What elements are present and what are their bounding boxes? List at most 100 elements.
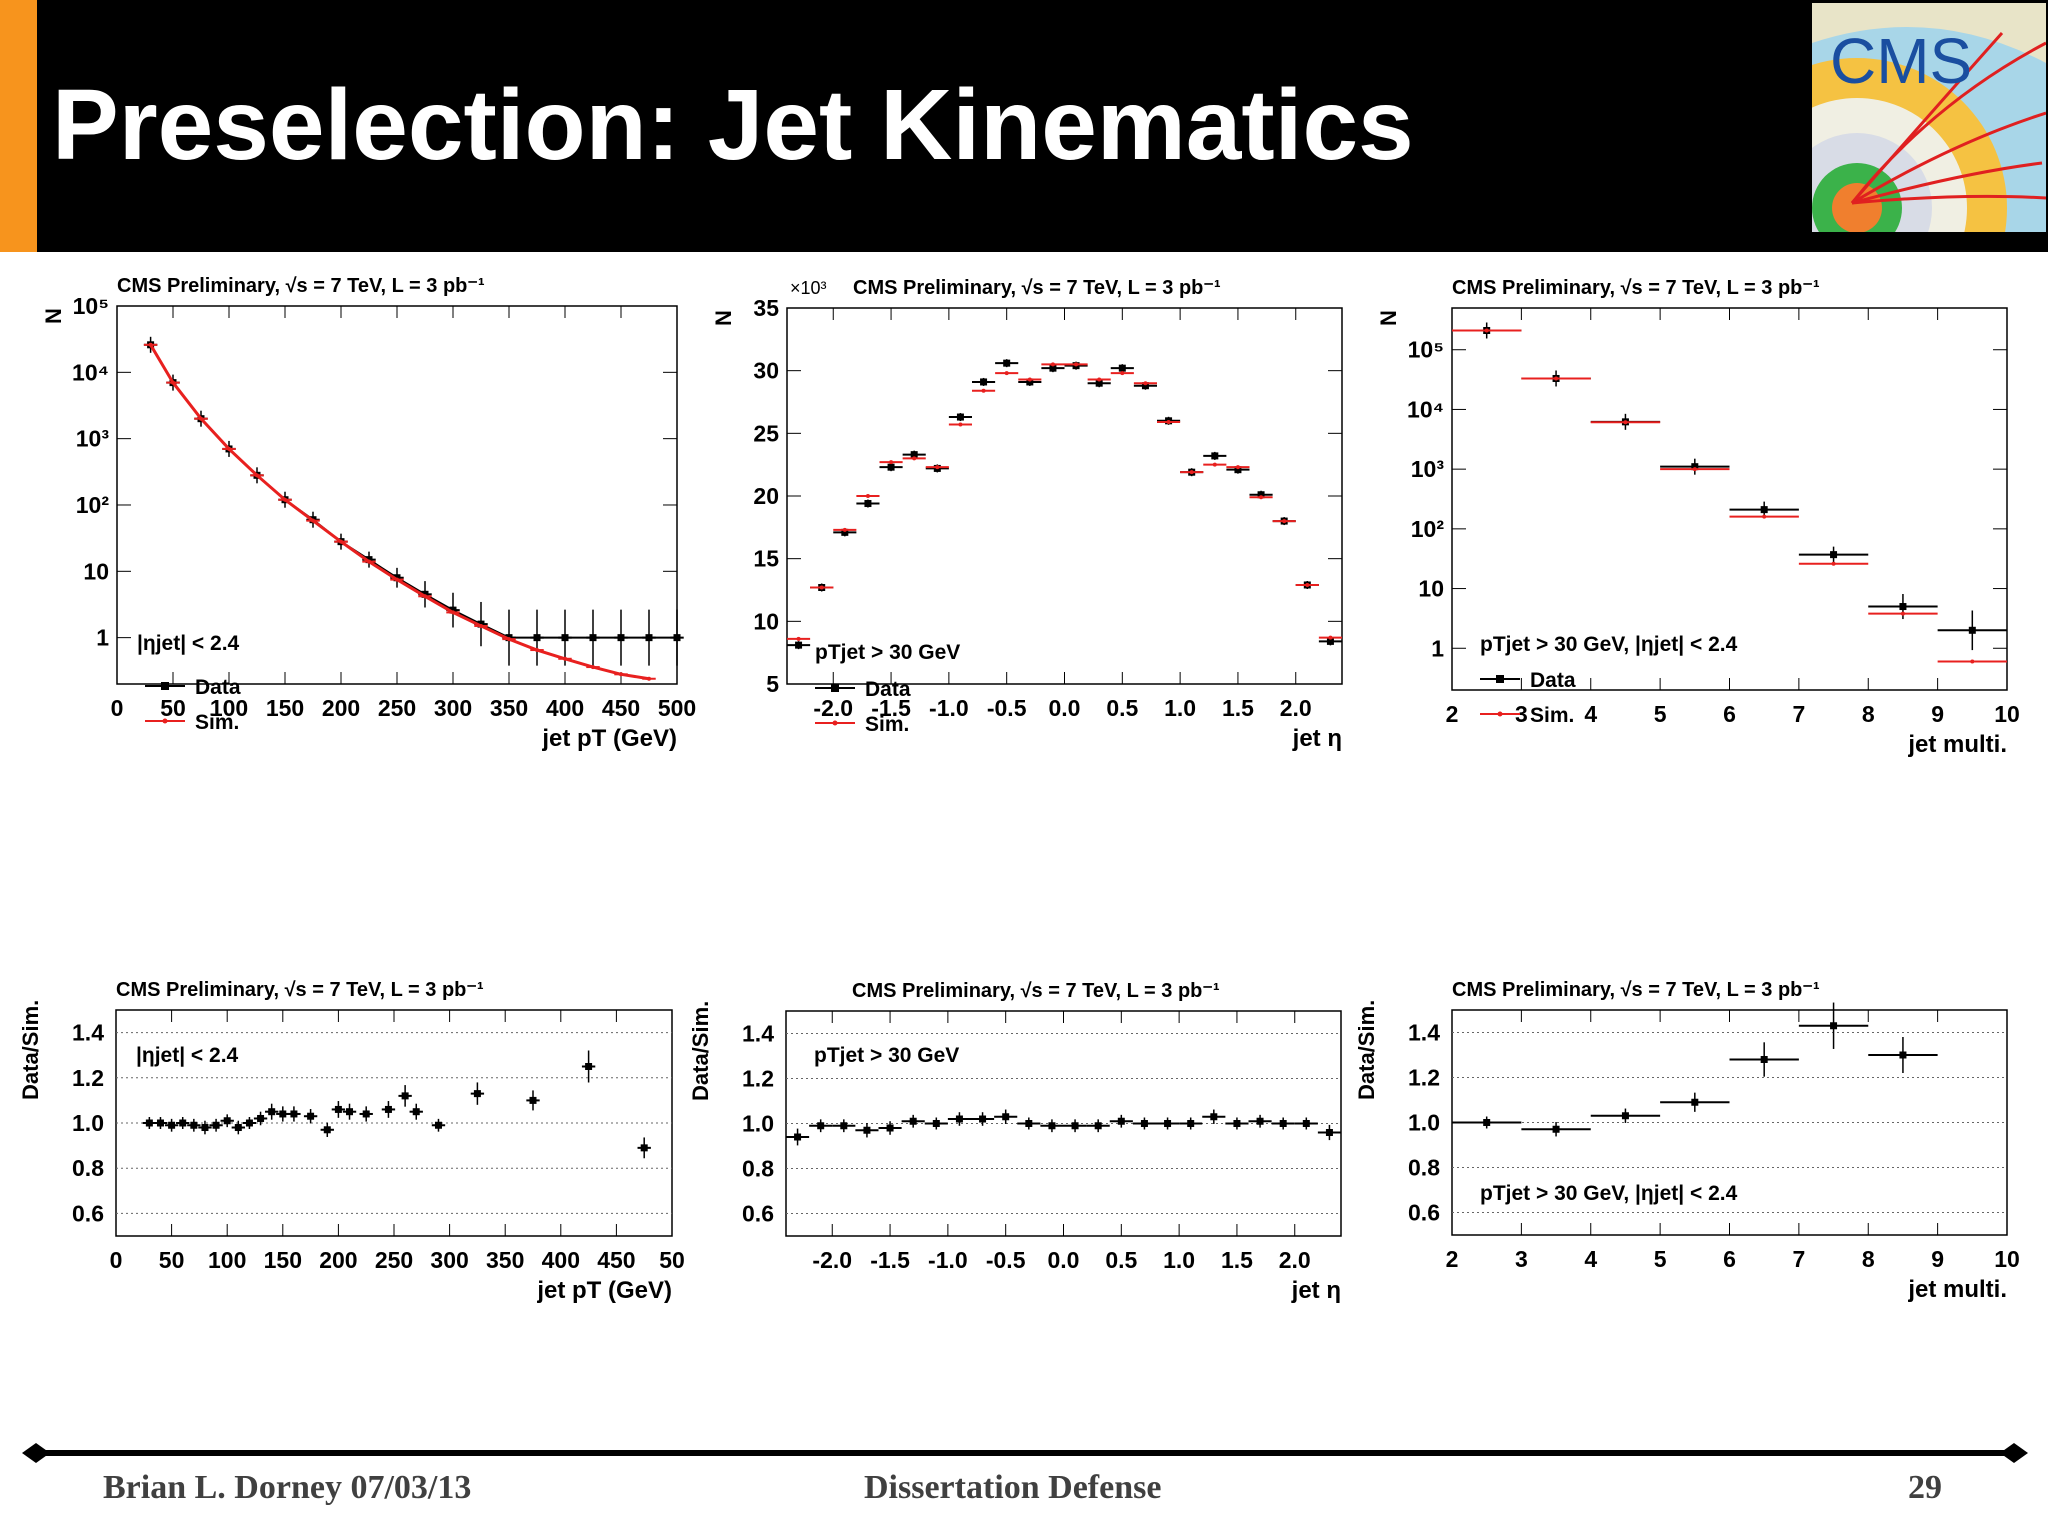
x-tick-label: 0.5	[1105, 1247, 1137, 1273]
y-tick-label: 30	[753, 358, 779, 384]
ratio-point	[1483, 1119, 1491, 1126]
cms-logo-text: CMS	[1830, 25, 1972, 97]
sim-point	[1235, 465, 1240, 470]
ratio-point	[156, 1119, 164, 1127]
y-tick-label: 10⁵	[73, 293, 109, 319]
x-tick-label: 2	[1446, 701, 1459, 727]
x-tick-label: -2.0	[812, 1247, 852, 1273]
y-tick-label: 1.2	[1408, 1065, 1440, 1091]
sim-point	[1762, 514, 1767, 519]
sim-point	[1259, 495, 1264, 500]
plot-frame	[1451, 1009, 2008, 1236]
x-axis-label: jet η	[1291, 1277, 1341, 1304]
ratio-point	[223, 1117, 231, 1125]
ratio-point	[529, 1096, 537, 1104]
ratio-point	[1279, 1120, 1287, 1127]
x-tick-label: 1.5	[1222, 695, 1254, 721]
y-axis-label: Data/Sim.	[18, 1000, 43, 1100]
x-axis-label: jet multi.	[1907, 1276, 2007, 1303]
y-tick-label: 1.2	[742, 1066, 774, 1092]
data-point	[1049, 364, 1057, 372]
x-tick-label: 450	[602, 695, 640, 721]
y-tick-label: 1.0	[1408, 1110, 1440, 1136]
y-tick-label: 0.8	[1408, 1155, 1440, 1181]
y-tick-label: 10	[753, 608, 779, 634]
y-tick-label: 1.4	[742, 1021, 774, 1047]
sim-point	[1212, 462, 1217, 467]
ratio-point	[886, 1124, 894, 1132]
sim-point	[1305, 582, 1310, 587]
x-tick-label: 7	[1792, 1246, 1805, 1272]
chart-title: CMS Preliminary, √s = 7 TeV, L = 3 pb⁻¹	[1452, 979, 1820, 1001]
slide-number: 29	[1908, 1469, 1942, 1506]
ratio-point	[1760, 1056, 1768, 1063]
data-point	[1026, 378, 1034, 386]
footer-event: Dissertation Defense	[864, 1469, 1162, 1506]
ratio-point	[794, 1133, 802, 1141]
ratio-point	[1071, 1122, 1079, 1130]
y-tick-label: 10⁵	[1408, 337, 1444, 363]
y-tick-label: 0.8	[72, 1155, 104, 1181]
y-tick-label: 15	[753, 546, 779, 572]
data-point	[1118, 364, 1126, 372]
y-tick-label: 10²	[76, 492, 110, 518]
legend-data-marker	[831, 684, 839, 692]
ratio-point	[334, 1105, 342, 1113]
ratio-point	[346, 1108, 354, 1116]
x-tick-label: -1.5	[870, 1247, 910, 1273]
chart-title: CMS Preliminary, √s = 7 TeV, L = 3 pb⁻¹	[116, 979, 484, 1001]
ratio-point	[1325, 1129, 1333, 1136]
y-tick-label: 10	[83, 558, 109, 584]
ratio-point	[290, 1110, 298, 1118]
sim-point	[1328, 635, 1333, 640]
sim-point	[1554, 376, 1559, 381]
x-tick-label: 1.0	[1163, 1247, 1195, 1273]
sim-point	[1282, 519, 1287, 524]
accent-stripe	[0, 0, 37, 252]
y-tick-label: 10⁴	[1407, 396, 1444, 422]
y-tick-label: 0.8	[742, 1156, 774, 1182]
x-tick-label: -1.5	[871, 695, 911, 721]
sim-point	[1027, 377, 1032, 382]
y-tick-label: 5	[766, 671, 779, 697]
chart-annotation: pTjet > 30 GeV, |ηjet| < 2.4	[1480, 633, 1738, 656]
sim-point	[1074, 362, 1079, 367]
sim-point	[1166, 420, 1171, 425]
data-point	[841, 528, 849, 536]
sim-point	[1900, 611, 1905, 616]
x-tick-label: 3	[1515, 1246, 1528, 1272]
sim-point	[1692, 467, 1697, 472]
sim-series	[787, 362, 1342, 641]
chart-annotation: pTjet > 30 GeV	[815, 641, 960, 664]
ratio-point	[168, 1121, 176, 1129]
x-tick-label: -2.0	[813, 695, 853, 721]
plot-frame	[116, 305, 678, 685]
x-tick-label: 2.0	[1279, 1247, 1311, 1273]
sim-point	[819, 585, 824, 590]
sim-point	[1484, 328, 1489, 333]
ratio-point	[585, 1063, 593, 1070]
ratio-point	[362, 1110, 370, 1118]
x-tick-label: 250	[375, 1247, 413, 1273]
data-point	[1234, 466, 1242, 474]
legend-sim-marker	[832, 720, 838, 726]
data-point	[1211, 452, 1219, 460]
x-tick-label: 3	[1515, 701, 1528, 727]
ratio-point	[1164, 1120, 1172, 1127]
x-tick-label: 10	[1994, 1246, 2020, 1272]
data-point	[1760, 506, 1768, 514]
data-point	[1003, 359, 1011, 367]
ratio-point	[817, 1122, 825, 1130]
sim-point	[1004, 371, 1009, 376]
x-tick-label: 4	[1584, 1246, 1597, 1272]
data-point	[1968, 626, 1976, 634]
y-tick-label: 1.4	[72, 1020, 104, 1046]
sim-point	[1050, 362, 1055, 367]
data-point	[1257, 491, 1265, 499]
legend-sim-label: Sim.	[865, 713, 909, 736]
legend-sim-label: Sim.	[1530, 704, 1574, 727]
x-axis-label: jet pT (GeV)	[536, 1277, 672, 1304]
ratio-point	[279, 1110, 287, 1118]
x-tick-label: 7	[1792, 701, 1805, 727]
x-tick-label: 350	[490, 695, 528, 721]
